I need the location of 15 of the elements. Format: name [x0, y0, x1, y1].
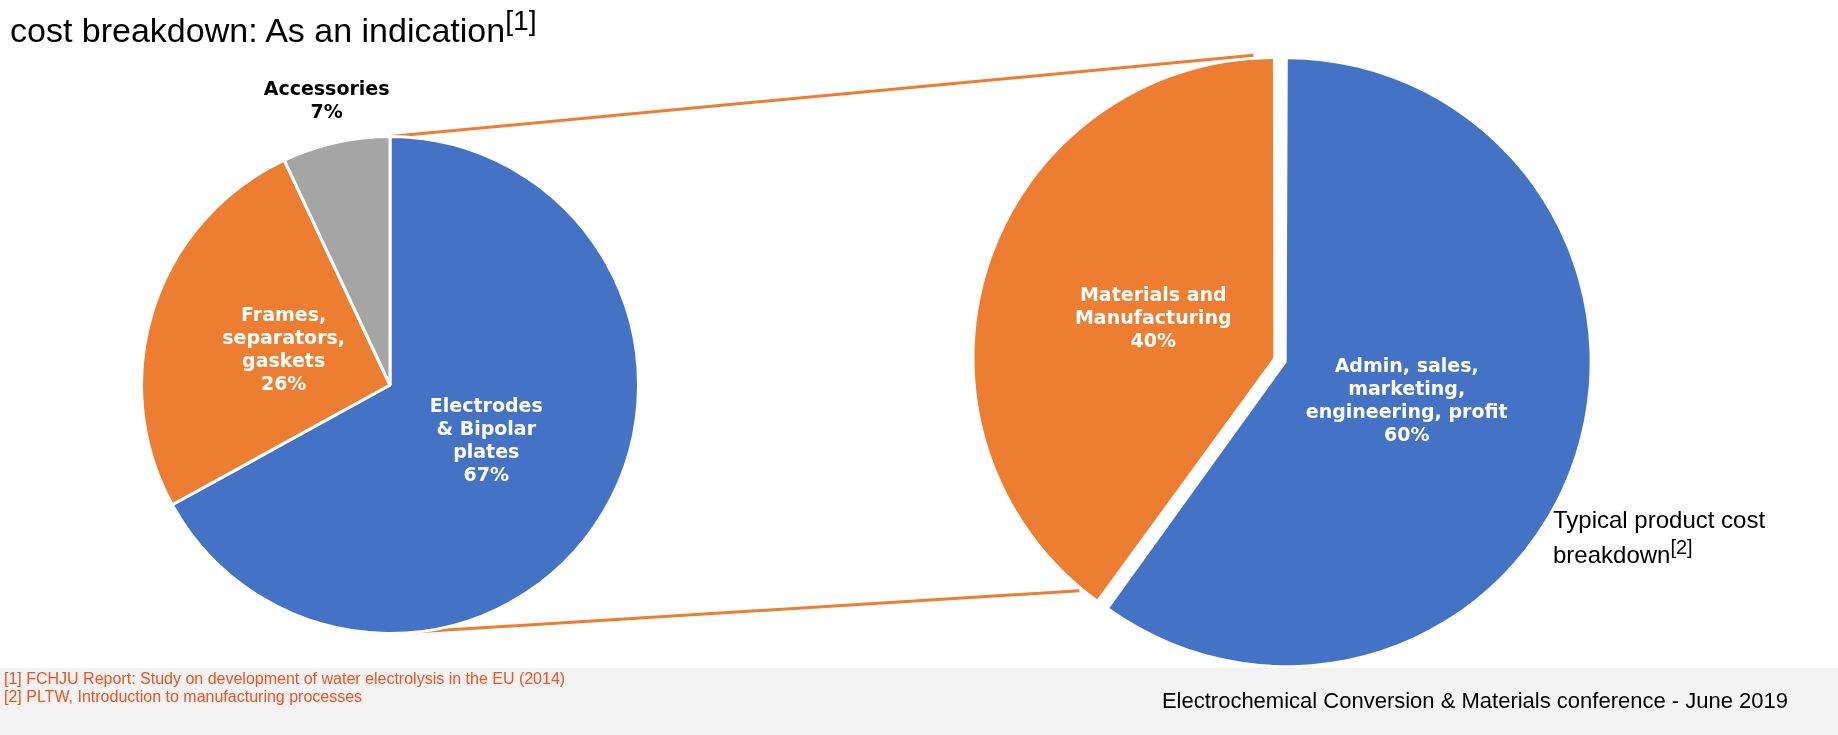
text: Electrochemical Conversion & Materials conference - June 2019 — [1161, 688, 1788, 714]
data-label: 40% — [1130, 328, 1177, 351]
data-label: 60% — [1383, 422, 1430, 445]
text: [1] FCHJU Report: Study on development of water electrolysis in the EU (2014) — [4, 670, 566, 688]
slice-label: Materials and Manufacturing — [1074, 282, 1232, 328]
text: Typical product cost breakdown$^{[2]}$ — [1553, 505, 1767, 570]
data-label: 26% — [260, 371, 307, 394]
slice-label: Electrodes & Bipolar plates — [429, 394, 543, 463]
chart-title: cost breakdown: As an indication$^{[1]}$ — [10, 4, 537, 51]
slice-label: Frames, separators, gaskets — [222, 302, 346, 371]
data-label: 67% — [463, 463, 509, 486]
data-label: 7% — [310, 99, 343, 122]
text: [2] PLTW, Introduction to manufacturing processes — [4, 688, 363, 706]
slice-label: Admin, sales, marketing, engineering, profit — [1305, 353, 1508, 422]
slice-label: Accessories — [263, 76, 390, 99]
